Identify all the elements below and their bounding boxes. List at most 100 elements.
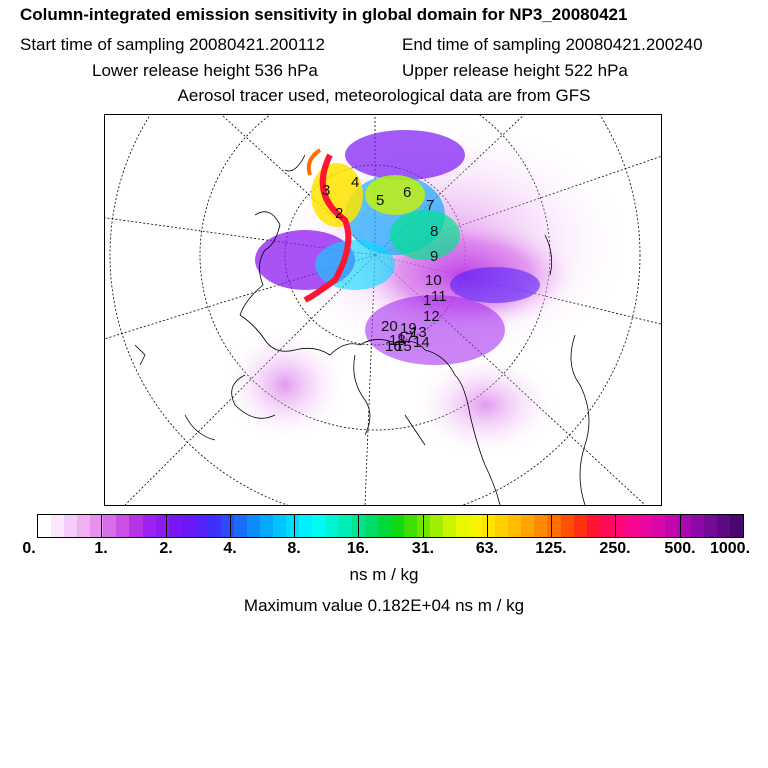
colorbar-cell [233,515,247,537]
colorbar-cell [599,515,613,537]
colorbar-cell [730,515,744,537]
colorbar-cell [717,515,731,537]
colorbar-tick-label: 4. [223,540,237,557]
upper-release-text: Upper release height 522 hPa [402,61,628,80]
colorbar-cell [495,515,509,537]
colorbar-cell [704,515,718,537]
trajectory-label-15: 15 [395,338,412,355]
colorbar-cell [651,515,665,537]
colorbar-tick-label: 8. [287,540,301,557]
colorbar-cell [534,515,548,537]
trajectory-label-12: 12 [423,308,440,325]
colorbar-cell [612,515,626,537]
colorbar-cell [194,515,208,537]
trajectory-label-9: 9 [430,248,438,265]
colorbar-cell [299,515,313,537]
colorbar-tick [423,514,424,538]
colorbar-tick-label: 1000. [709,540,751,557]
colorbar-tick [487,514,488,538]
colorbar [37,514,744,538]
colorbar-cell [638,515,652,537]
colorbar-tick-label: 16. [346,540,370,557]
trajectory-label-19: 19 [400,320,417,337]
colorbar-cell [429,515,443,537]
colorbar-cell [625,515,639,537]
coastlines [134,154,590,505]
colorbar-cell [247,515,261,537]
colorbar-cell [273,515,287,537]
colorbar-cell [678,515,692,537]
colorbar-cell [181,515,195,537]
trajectory-label-6: 6 [403,184,411,201]
trajectory-label-10: 10 [425,272,442,289]
colorbar-cell [38,515,52,537]
colorbar-tick-label: 250. [599,540,631,557]
colorbar-cell [168,515,182,537]
colorbar-tick [615,514,616,538]
colorbar-tick [551,514,552,538]
colorbar-cell [508,515,522,537]
trajectory-label-3: 3 [322,182,330,199]
colorbar-tick [101,514,102,538]
trajectory-label-7: 7 [426,197,434,214]
colorbar-cell [573,515,587,537]
end-sampling-text: End time of sampling 20080421.200240 [402,35,703,54]
colorbar-cell [103,515,117,537]
colorbar-cell [286,515,300,537]
colorbar-cell [403,515,417,537]
colorbar-cell [220,515,234,537]
trajectory-label-16: 16 [385,338,402,355]
trajectory-label-17: 17 [397,330,414,347]
trajectory-label-1: 1 [423,292,431,309]
colorbar-cell [442,515,456,537]
start-sampling-text: Start time of sampling 20080421.200112 [20,35,325,54]
colorbar-unit: ns m / kg [349,565,419,584]
colorbar-cell [260,515,274,537]
colorbar-tick-label: 500. [664,540,696,557]
trajectory-label-2: 2 [335,205,343,222]
trajectory-label-14: 14 [413,334,430,351]
colorbar-tick [230,514,231,538]
colorbar-tick [294,514,295,538]
colorbar-tick-label: 0. [22,540,36,557]
colorbar-cell [364,515,378,537]
colorbar-cell [547,515,561,537]
colorbar-tick-label: 2. [159,540,173,557]
colorbar-cell [207,515,221,537]
sensitivity-plume [225,125,625,455]
colorbar-cell [560,515,574,537]
colorbar-cell [338,515,352,537]
lower-release-text: Lower release height 536 hPa [92,61,318,80]
colorbar-cell [90,515,104,537]
colorbar-cell [456,515,470,537]
trajectory-label-13: 13 [410,324,427,341]
colorbar-tick-label: 63. [475,540,499,557]
colorbar-cell [142,515,156,537]
colorbar-cell [469,515,483,537]
colorbar-cell [691,515,705,537]
colorbar-cell [390,515,404,537]
colorbar-cell [521,515,535,537]
colorbar-tick-label: 31. [411,540,435,557]
tracer-note: Aerosol tracer used, meteorological data… [177,86,591,105]
colorbar-cell [325,515,339,537]
colorbar-cell [116,515,130,537]
figure-title: Column-integrated emission sensitivity i… [20,5,628,24]
maximum-value-text: Maximum value 0.182E+04 ns m / kg [243,596,525,615]
trajectory-label-4: 4 [351,174,359,191]
trajectory-label-20: 20 [381,318,398,335]
colorbar-tick [166,514,167,538]
trajectory-label-18: 18 [389,332,406,349]
trajectory-label-11: 11 [431,288,447,305]
colorbar-cell [155,515,169,537]
colorbar-cell [586,515,600,537]
colorbar-tick-label: 125. [535,540,567,557]
colorbar-cell [377,515,391,537]
colorbar-cell [665,515,679,537]
colorbar-cell [64,515,78,537]
colorbar-cell [312,515,326,537]
trajectory-label-8: 8 [430,223,438,240]
colorbar-cell [129,515,143,537]
trajectory-label-5: 5 [376,192,384,209]
colorbar-tick [680,514,681,538]
